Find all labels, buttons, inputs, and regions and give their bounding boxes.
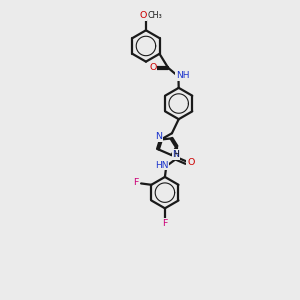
Text: HN: HN [155,160,168,169]
Text: H: H [173,150,179,159]
Text: NH: NH [176,71,190,80]
Text: N: N [155,132,162,141]
Text: O: O [139,11,146,20]
Text: O: O [187,158,194,167]
Text: CH₃: CH₃ [148,11,163,20]
Text: F: F [162,219,168,228]
Text: F: F [134,178,139,188]
Text: O: O [149,63,157,72]
Text: N: N [172,150,179,159]
